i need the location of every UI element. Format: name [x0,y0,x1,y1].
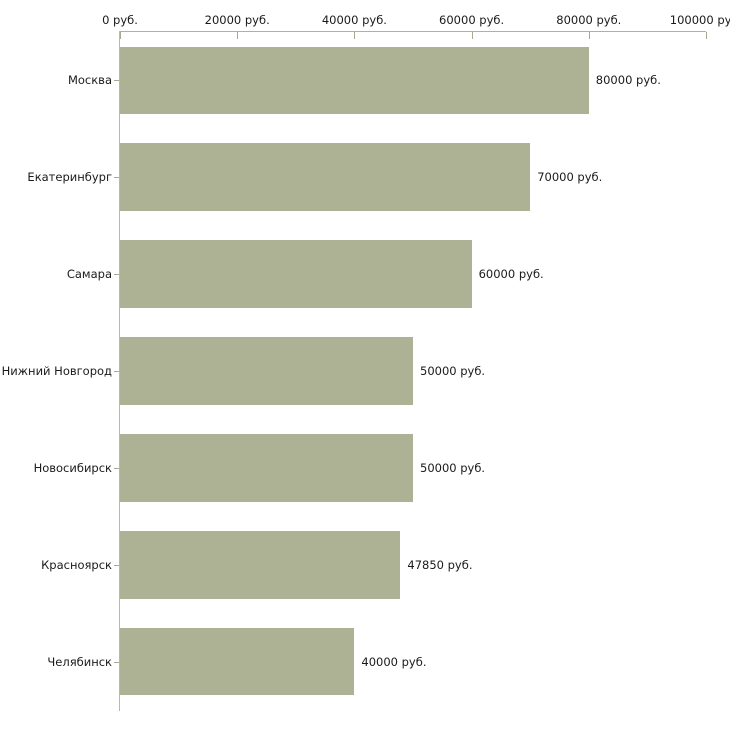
y-tick-5 [114,565,119,566]
bar-value-label-2: 60000 руб. [478,267,544,282]
y-axis-line [119,31,120,711]
bar-value-label-4: 50000 руб. [420,460,486,475]
bar-0[interactable] [120,46,589,115]
x-axis-line [120,31,706,32]
y-tick-1 [114,177,119,178]
y-tick-6 [114,662,119,663]
bar-5[interactable] [120,530,401,599]
category-label-2: Самара [66,267,112,282]
category-label-5: Красноярск [41,557,112,572]
y-tick-0 [114,80,119,81]
x-tick-label-60000: 60000 руб. [439,13,505,27]
x-tick-label-0: 0 руб. [102,13,138,27]
bar-value-label-6: 40000 руб. [361,654,427,669]
bar-6[interactable] [120,627,355,696]
x-tick-40000 [354,32,356,39]
x-tick-label-20000: 20000 руб. [204,13,270,27]
category-label-6: Челябинск [47,654,112,669]
category-label-0: Москва [67,73,112,88]
category-label-1: Екатеринбург [27,170,112,185]
bar-value-label-3: 50000 руб. [420,364,486,378]
bar-value-label-5: 47850 руб. [407,557,473,572]
bar-1[interactable] [120,143,531,212]
x-tick-label-40000: 40000 руб. [321,13,387,27]
x-tick-60000 [471,32,473,39]
bar-4[interactable] [120,433,413,502]
bar-value-label-0: 80000 руб. [595,73,661,88]
y-tick-2 [114,274,119,275]
x-tick-0 [120,32,121,39]
x-tick-100000 [706,32,707,39]
bar-2[interactable] [120,240,472,309]
bar-3[interactable] [120,337,413,405]
bar-value-label-1: 70000 руб. [537,170,603,185]
x-tick-label-100000: 100000 руб. [669,13,730,27]
y-tick-3 [114,371,119,372]
x-tick-label-80000: 80000 руб. [556,13,622,27]
x-tick-20000 [237,32,239,39]
category-label-3: Нижний Новгород [1,364,112,378]
category-label-4: Новосибирск [33,460,112,475]
x-tick-80000 [588,32,590,39]
y-tick-4 [114,468,119,469]
